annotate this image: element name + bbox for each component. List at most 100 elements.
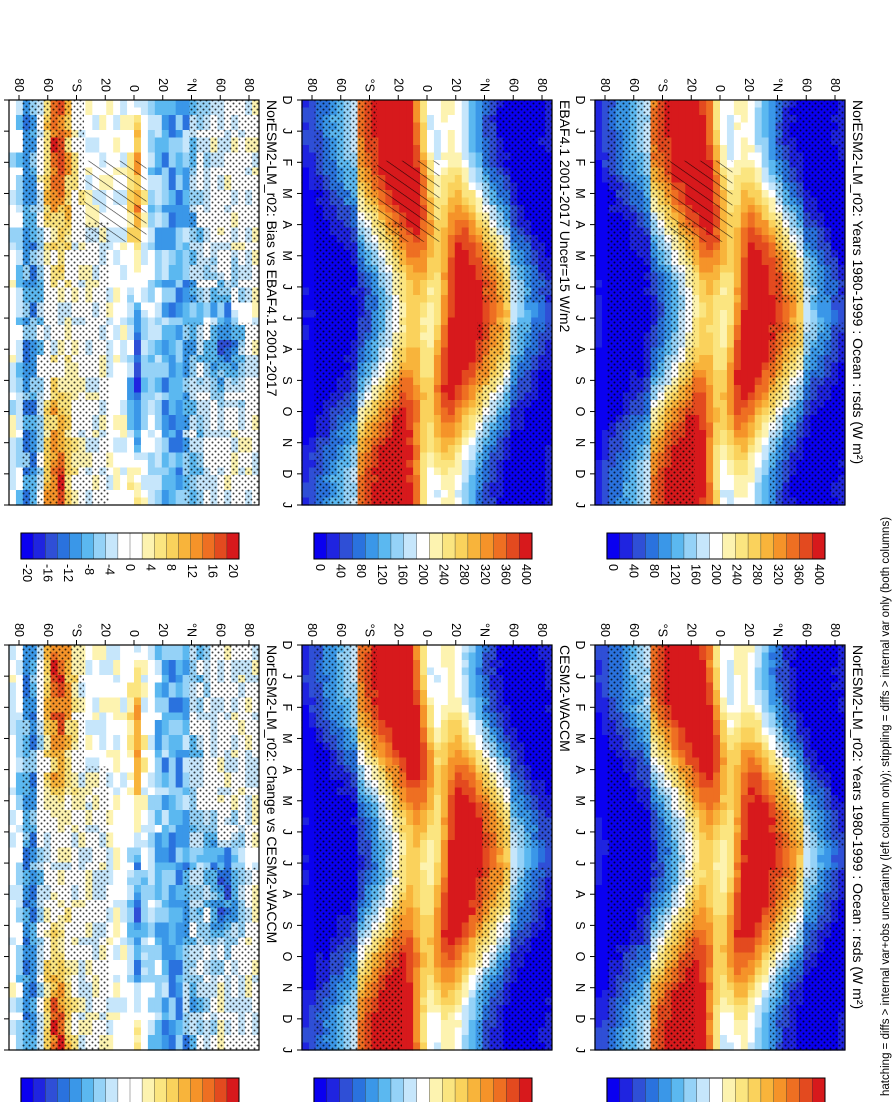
heatmap-cell <box>601 287 609 296</box>
heatmap-cell <box>601 205 609 214</box>
heatmap-cell <box>761 452 769 461</box>
heatmap-cell <box>154 287 162 296</box>
heatmap-cell <box>705 475 714 484</box>
heatmap-cell <box>670 137 679 146</box>
heatmap-cell <box>719 362 727 371</box>
heatmap-cell <box>154 272 162 281</box>
heatmap-cell <box>698 415 707 424</box>
heatmap-cell <box>454 145 462 154</box>
heatmap-cell <box>447 287 455 296</box>
heatmap-cell <box>726 130 734 139</box>
heatmap-cell <box>468 325 476 334</box>
heatmap-cell <box>84 122 93 131</box>
heatmap-cell <box>809 302 818 311</box>
heatmap-cell <box>712 355 720 364</box>
heatmap-cell <box>705 107 714 116</box>
heatmap-cell <box>447 235 455 244</box>
heatmap-cell <box>133 250 141 259</box>
heatmap-cell <box>440 227 448 236</box>
heatmap-cell <box>440 190 448 199</box>
y-tick-label: 60 <box>334 78 348 92</box>
heatmap-cell <box>733 325 741 334</box>
heatmap-cell <box>761 295 769 304</box>
heatmap-cell <box>754 400 762 409</box>
heatmap-cell <box>433 377 441 386</box>
heatmap-cell <box>440 265 448 274</box>
heatmap-cell <box>419 377 427 386</box>
heatmap-cell <box>168 205 176 214</box>
heatmap-cell <box>440 122 448 131</box>
heatmap-cell <box>705 332 714 341</box>
heatmap-cell <box>719 475 727 484</box>
x-tick-label: O <box>573 407 587 417</box>
heatmap-cell <box>754 460 762 469</box>
heatmap-cell <box>726 242 734 251</box>
heatmap-cell <box>412 370 421 379</box>
heatmap-cell <box>475 302 483 311</box>
heatmap-cell <box>384 152 393 161</box>
heatmap-cell <box>112 137 121 146</box>
heatmap-cell <box>175 242 183 251</box>
heatmap-cell <box>726 265 734 274</box>
heatmap-cell <box>182 220 190 229</box>
heatmap-cell <box>747 182 755 191</box>
heatmap-cell <box>754 482 762 491</box>
heatmap-cell <box>733 197 741 206</box>
heatmap-cell <box>719 422 727 431</box>
heatmap-cell <box>768 265 776 274</box>
heatmap-cell <box>433 452 441 461</box>
colorbar-swatch <box>313 532 328 560</box>
heatmap-cell <box>447 167 455 176</box>
heatmap-cell <box>433 332 441 341</box>
heatmap-cell <box>468 467 476 476</box>
heatmap-cell <box>740 100 748 109</box>
heatmap-cell <box>119 287 128 296</box>
heatmap-cell <box>119 152 128 161</box>
y-tick-label: 60 <box>799 78 813 92</box>
heatmap-cell <box>91 137 100 146</box>
heatmap-cell <box>426 452 434 461</box>
heatmap-cell <box>377 115 386 124</box>
heatmap-cell <box>454 250 462 259</box>
heatmap-cell <box>461 152 469 161</box>
heatmap-cell <box>754 302 762 311</box>
heatmap-cell <box>391 137 400 146</box>
heatmap-cell <box>594 407 602 416</box>
heatmap-cell <box>405 355 414 364</box>
heatmap-cell <box>733 422 741 431</box>
heatmap-cell <box>398 130 407 139</box>
heatmap-cell <box>301 122 309 131</box>
heatmap-cell <box>461 370 469 379</box>
heatmap-cell <box>726 152 734 161</box>
heatmap-cell <box>754 332 762 341</box>
heatmap-cell <box>440 325 448 334</box>
heatmap-cell <box>440 115 448 124</box>
heatmap-cell <box>768 257 776 266</box>
heatmap-cell <box>768 145 776 154</box>
heatmap-cell <box>601 137 609 146</box>
heatmap-cell <box>719 467 727 476</box>
heatmap-cell <box>761 122 769 131</box>
heatmap-cell <box>530 302 539 311</box>
heatmap-cell <box>726 145 734 154</box>
heatmap-cell <box>594 295 602 304</box>
heatmap-cell <box>426 250 434 259</box>
heatmap-cell <box>182 122 190 131</box>
heatmap-cell <box>419 325 427 334</box>
heatmap-cell <box>426 362 434 371</box>
heatmap-cell <box>601 467 609 476</box>
heatmap-cell <box>719 460 727 469</box>
heatmap-cell <box>475 175 483 184</box>
heatmap-cell <box>761 197 769 206</box>
heatmap-cell <box>182 272 190 281</box>
heatmap-cell <box>601 325 609 334</box>
heatmap-cell <box>426 415 434 424</box>
heatmap-cell <box>461 160 469 169</box>
heatmap-cell <box>461 497 469 506</box>
heatmap-cell <box>698 497 707 506</box>
heatmap-cell <box>447 362 455 371</box>
heatmap-cell <box>468 422 476 431</box>
heatmap-cell <box>712 482 720 491</box>
heatmap-cell <box>754 355 762 364</box>
heatmap-cell <box>698 400 707 409</box>
